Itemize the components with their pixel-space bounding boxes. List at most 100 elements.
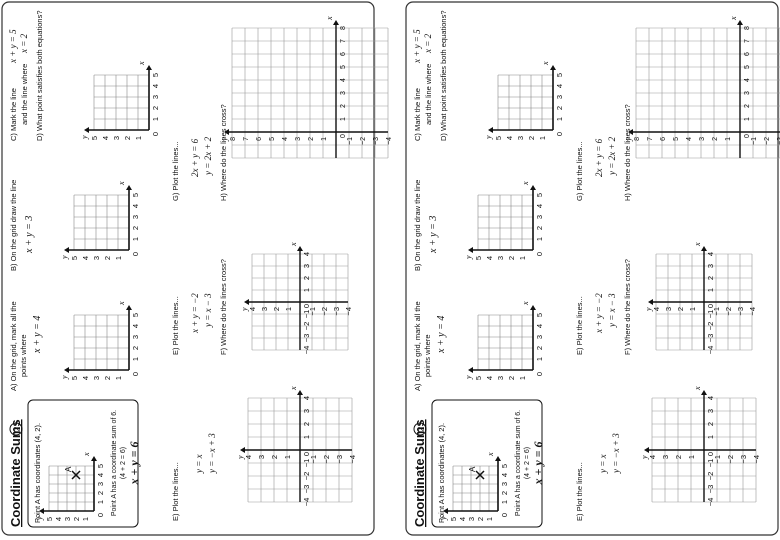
- x-axis-label: x: [729, 16, 738, 21]
- y-axis-arrow: [39, 508, 44, 514]
- question-b-text: B) On the grid draw the line: [413, 180, 422, 271]
- origin-tick: 0: [151, 132, 160, 136]
- x-axis-arrow: [701, 246, 707, 251]
- x-tick-label: 2: [131, 226, 140, 230]
- x-tick-label: 3: [131, 335, 140, 339]
- y-axis-arrow: [644, 447, 649, 453]
- title-number: 2: [12, 426, 22, 431]
- x-tick-label: 2: [706, 422, 715, 426]
- y-axis-arrow: [240, 447, 245, 453]
- y-tick-label: 1: [518, 376, 527, 380]
- y-tick-label: 1: [81, 517, 90, 521]
- x-tick-label: 3: [706, 264, 715, 268]
- y-tick-label: 2: [507, 256, 516, 260]
- x-tick-label: 6: [340, 52, 347, 56]
- question-c-text: C) Mark the line: [413, 88, 422, 141]
- y-tick-label: 4: [505, 136, 514, 140]
- y-tick-label: 4: [101, 136, 110, 140]
- x-tick-label: 1: [131, 357, 140, 361]
- question-e-text: E) Plot the lines...: [171, 296, 180, 355]
- x-axis-arrow: [126, 305, 132, 310]
- intro-box: [431, 399, 543, 528]
- y-tick-label: −3: [373, 137, 380, 145]
- y-tick-label: 3: [496, 256, 505, 260]
- y-tick-label: 4: [652, 307, 661, 311]
- x-tick-label: 2: [535, 346, 544, 350]
- y-axis-label: y: [60, 375, 69, 380]
- x-tick-label: 7: [744, 39, 751, 43]
- y-tick-label: 1: [114, 256, 123, 260]
- y-tick-label: −2: [322, 455, 331, 464]
- y-tick-label: −4: [748, 307, 757, 316]
- y-tick-label: 1: [321, 137, 328, 141]
- y-tick-label: 5: [449, 517, 458, 521]
- intro-equation: x + y = 6: [127, 441, 141, 485]
- x-tick-label: 2: [744, 104, 751, 108]
- intro-text-2: Point A has a coordinate sum of 6.: [111, 410, 118, 516]
- question-f-text: F) Where do the lines cross?: [623, 259, 632, 355]
- question-f-text: F) Where do the lines cross?: [219, 259, 228, 355]
- worksheet-title: Coordinate Sums: [412, 419, 427, 527]
- y-tick-label: 5: [90, 136, 99, 140]
- y-tick-label: 3: [112, 136, 121, 140]
- right-panel-border: [405, 1, 779, 536]
- y-tick-label: 1: [283, 455, 292, 459]
- question-g-text: G) Plot the lines...: [171, 141, 180, 201]
- origin-tick: 0: [302, 452, 311, 456]
- x-tick-label: 4: [535, 204, 544, 208]
- y-tick-label: 4: [248, 307, 257, 311]
- x-tick-label: 4: [302, 252, 311, 256]
- y-axis-label: y: [640, 455, 649, 460]
- title-number-circle: [9, 422, 23, 436]
- y-tick-label: 4: [244, 455, 253, 459]
- x-tick-label: 5: [151, 73, 160, 77]
- x-axis-arrow: [701, 390, 707, 395]
- x-axis-arrow: [530, 185, 536, 190]
- intro-text-3: (4 + 2 = 6): [120, 447, 127, 479]
- y-axis-label: y: [484, 135, 493, 140]
- y-axis-arrow: [84, 127, 89, 133]
- x-tick-label: −2: [706, 322, 715, 331]
- title-number-circle: [413, 422, 427, 436]
- x-tick-label: 2: [340, 104, 347, 108]
- y-tick-label: 2: [272, 307, 281, 311]
- y-axis-arrow: [244, 299, 249, 305]
- x-tick-label: 1: [96, 500, 105, 504]
- y-axis-label: y: [624, 137, 633, 142]
- question-d-text: D) What point satisfies both equations?: [439, 11, 448, 142]
- y-tick-label: 4: [686, 137, 693, 141]
- x-tick-label: 4: [535, 324, 544, 328]
- y-tick-label: −3: [736, 307, 745, 316]
- x-tick-label: 4: [744, 78, 751, 82]
- question-c-equation-2: x = 2: [423, 33, 433, 54]
- x-tick-label: 3: [96, 482, 105, 486]
- x-tick-label: 6: [744, 52, 751, 56]
- point-a-label: A: [64, 466, 73, 472]
- x-axis-label: x: [541, 61, 550, 66]
- y-tick-label: −1: [751, 137, 758, 145]
- y-axis-label: y: [240, 307, 249, 312]
- point-a-mark: [475, 470, 485, 480]
- question-g-grid: x y 0 1 2 3 4 5 6 7 8 1 2 3 4 5 6 7 8 −1 −2 −3 −4: [220, 16, 393, 159]
- x-tick-label: −2: [706, 472, 715, 481]
- intro-text-3: (4 + 2 = 6): [524, 447, 531, 479]
- x-tick-label: 3: [302, 409, 311, 413]
- x-tick-label: −1: [706, 310, 715, 319]
- x-axis-label: x: [693, 386, 702, 391]
- origin-tick: 0: [131, 372, 140, 376]
- x-tick-label: 1: [500, 500, 509, 504]
- x-axis-arrow: [297, 390, 303, 395]
- intro-text-1: Point A has coordinates (4, 2).: [437, 423, 446, 523]
- x-tick-label: 1: [302, 435, 311, 439]
- y-axis-arrow: [468, 367, 473, 373]
- x-axis-label: x: [486, 452, 495, 457]
- y-tick-label: 3: [295, 137, 302, 141]
- x-tick-label: 3: [340, 91, 347, 95]
